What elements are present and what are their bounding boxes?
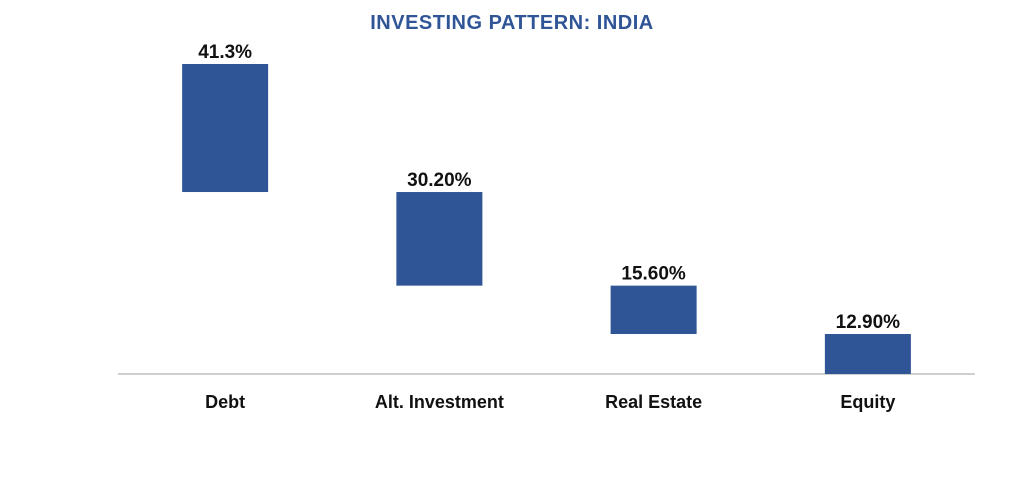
bar-equity: [824, 334, 911, 374]
bar-debt: [182, 64, 269, 193]
x-tick-label: Equity: [840, 392, 895, 412]
bar-alt-investment: [396, 192, 483, 286]
data-label: 30.20%: [407, 170, 472, 191]
x-tick-label: Alt. Investment: [375, 392, 504, 412]
data-label: 41.3%: [198, 42, 252, 63]
bar-real-estate: [610, 285, 697, 335]
x-tick-label: Debt: [205, 392, 245, 412]
data-label: 15.60%: [621, 264, 686, 285]
x-tick-label: Real Estate: [605, 392, 702, 412]
chart-title: INVESTING PATTERN: INDIA: [370, 12, 654, 34]
data-label: 12.90%: [836, 312, 901, 333]
